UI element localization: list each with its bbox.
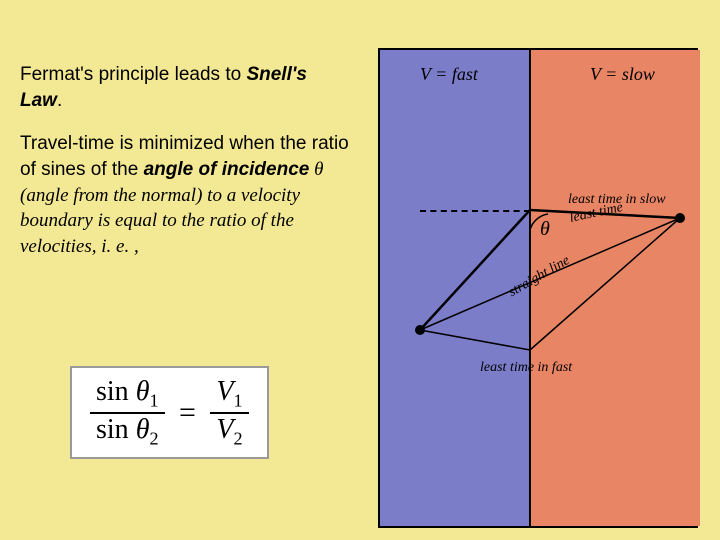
vsub2: 2 [233,428,242,448]
theta2: θ [136,414,150,445]
V2: V [216,414,233,445]
rhs-fraction: V1 V2 [210,376,248,449]
formula-box: sin θ1 sin θ2 = V1 V2 [70,366,269,459]
paragraph-2: Travel-time is minimized when the ratio … [20,131,350,259]
label-least-time-fast: least time in fast [480,360,572,376]
sin-d: sin [96,414,129,445]
theta-symbol: θ [540,218,550,241]
slow-medium [530,50,700,526]
theta1: θ [136,376,150,407]
V1: V [216,376,233,407]
lhs-fraction: sin θ1 sin θ2 [90,376,165,449]
normal-dashed-line [420,210,530,212]
vsub1: 1 [233,391,242,411]
refraction-diagram: V = fast V = slow θ least time in slow l… [378,48,698,528]
v-slow-label: V = slow [590,64,655,85]
start-dot [415,325,425,335]
sin: sin [96,376,129,407]
explanation-text: Fermat's principle leads to Snell's Law.… [20,62,350,277]
p1a: Fermat's principle leads to [20,64,246,85]
sub2: 2 [149,428,158,448]
p1c: . [57,90,62,111]
sub1: 1 [149,391,158,411]
paragraph-1: Fermat's principle leads to Snell's Law. [20,62,350,113]
equals: = [169,396,206,429]
v-fast-label: V = fast [420,64,478,85]
angle-of-incidence: angle of incidence [144,159,310,180]
end-dot [675,213,685,223]
